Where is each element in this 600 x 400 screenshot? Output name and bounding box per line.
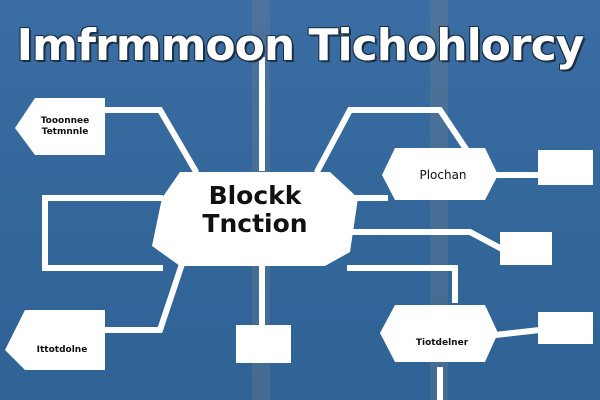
square-node-top-right [538, 150, 593, 185]
top-left-node [15, 98, 105, 155]
diagram-title: Imfrmmoon Tichohlorcy [16, 20, 585, 71]
hub-label: Blockk Tnction [180, 182, 330, 238]
square-node-middle-right [500, 232, 552, 265]
hub-label-line-2: Tnction [202, 209, 308, 238]
bottom-right-node-label: Tiotdelner [415, 338, 469, 348]
top-left-node-label: Tooonnee Tetmnnle [30, 116, 100, 138]
bottom-left-node [5, 310, 105, 370]
bottom-left-node-label: Ittotdolne [36, 345, 88, 355]
right-middle-node-label: Plochan [419, 168, 467, 182]
top-left-node-label-line-2: Tetmnnle [41, 127, 89, 137]
square-node-bottom-middle [236, 325, 291, 363]
square-node-bottom-right [538, 312, 593, 344]
connector-bottom-right-square [491, 326, 544, 339]
bottom-right-node [380, 305, 498, 362]
connector-hub-top-right [313, 107, 475, 175]
connector-hub-bottom-right [347, 265, 458, 303]
right-middle-node [382, 148, 498, 200]
hub-node [152, 172, 358, 266]
top-left-node-label-line-1: Tooonnee [40, 116, 90, 126]
connector-hub-left-loop [42, 195, 163, 271]
connector-hub-top-left [102, 107, 200, 175]
connector-hub-middle-right [347, 229, 505, 253]
hub-label-line-1: Blockk [208, 181, 302, 210]
connector-hub-bottom-left [102, 236, 194, 333]
